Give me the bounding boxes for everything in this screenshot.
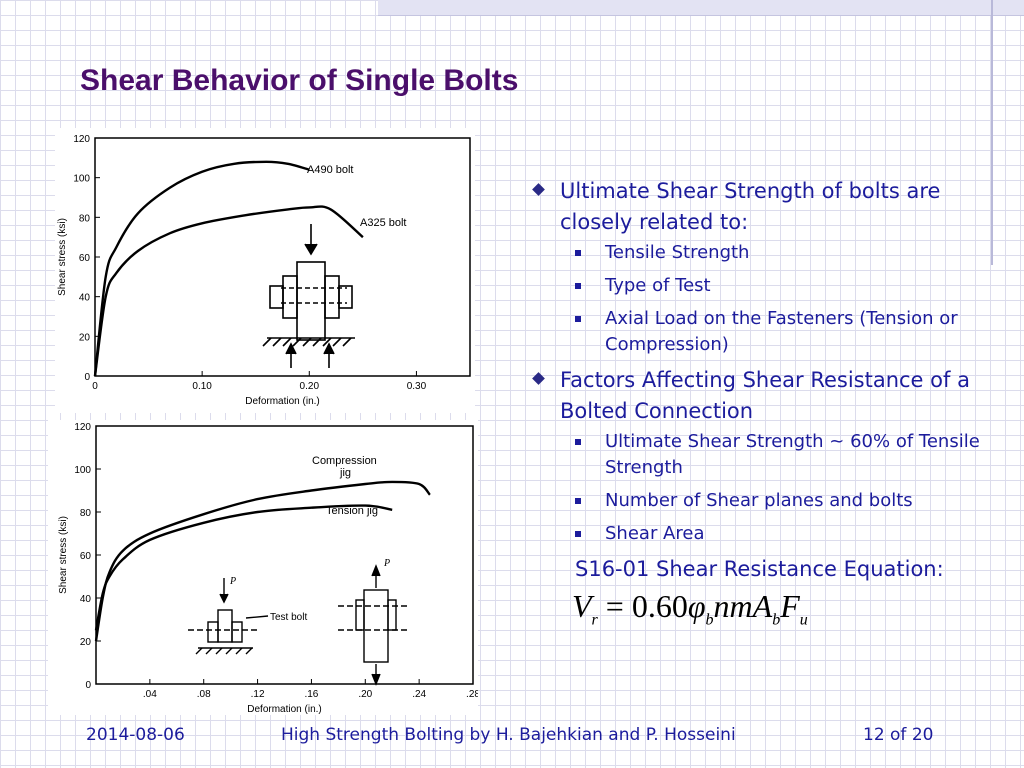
square-bullet-icon — [575, 250, 581, 256]
y-tick-label: 0 — [85, 680, 91, 691]
square-bullet-icon — [575, 498, 581, 504]
bullet-text: Ultimate Shear Strength of bolts are clo… — [560, 179, 941, 234]
chart-jig-types: Compression jig Tension jig Test bolt P … — [48, 420, 478, 715]
y-tick-label: 80 — [80, 508, 92, 519]
annotation-p-right: P — [383, 558, 390, 569]
y-tick-label: 100 — [73, 174, 90, 185]
plot-frame — [94, 137, 471, 377]
decorative-rule — [991, 0, 993, 265]
bolt-test-diagram — [262, 224, 355, 368]
bullet-l2-2-3: Shear Area — [520, 521, 990, 547]
header-band — [378, 0, 1024, 16]
footer-title: High Strength Bolting by H. Bajehkian an… — [281, 725, 736, 745]
eq-f: F — [780, 588, 800, 624]
x-tick-label: .16 — [304, 689, 318, 700]
x-axis-label: Deformation (in.) — [245, 396, 319, 407]
plot-frame — [95, 425, 474, 685]
y-tick-label: 80 — [79, 213, 91, 224]
y-axis-label: Shear stress (ksi) — [57, 218, 68, 296]
footer-date: 2014-08-06 — [86, 725, 185, 745]
bullet-text: Axial Load on the Fasteners (Tension or … — [605, 308, 958, 355]
bullet-text: Tensile Strength — [605, 242, 750, 263]
chart-svg-1: A490 bolt A325 bolt 0 20 40 60 80 100 120 0 0.10… — [57, 134, 471, 407]
x-axis-label: Deformation (in.) — [247, 704, 321, 715]
y-axis-label: Shear stress (ksi) — [58, 516, 69, 594]
y-tick-label: 120 — [73, 134, 90, 145]
eq-phi-sub: b — [705, 611, 714, 629]
annotation-p-left: P — [229, 576, 236, 587]
square-bullet-icon — [575, 439, 581, 445]
bullet-l1-2: Factors Affecting Shear Resistance of a … — [520, 365, 990, 427]
diamond-bullet-icon — [532, 183, 545, 196]
bullet-l2-2-1: Ultimate Shear Strength ~ 60% of Tensile… — [520, 429, 990, 481]
bullet-l1-1: Ultimate Shear Strength of bolts are clo… — [520, 176, 990, 238]
x-tick-label: 0.10 — [192, 381, 212, 392]
annotation-a325: A325 bolt — [360, 217, 406, 229]
bullet-text: Number of Shear planes and bolts — [605, 490, 913, 511]
bullet-list: Ultimate Shear Strength of bolts are clo… — [520, 176, 990, 629]
y-tick-label: 40 — [79, 293, 91, 304]
x-tick-label: .20 — [358, 689, 372, 700]
annotation-jig: jig — [339, 467, 351, 479]
y-tick-label: 0 — [84, 372, 90, 383]
y-tick-label: 20 — [80, 637, 92, 648]
eq-f-sub: u — [799, 611, 808, 629]
shear-equation: Vr = 0.60φbnmAbFu — [520, 588, 990, 629]
eq-nma: nmA — [713, 588, 773, 624]
x-tick-label: 0.20 — [300, 381, 320, 392]
eq-v: V — [572, 588, 592, 624]
diamond-bullet-icon — [532, 372, 545, 385]
bullet-l2-1-1: Tensile Strength — [520, 240, 990, 266]
square-bullet-icon — [575, 316, 581, 322]
jig-diagram — [188, 564, 410, 686]
eq-equals: = — [605, 588, 624, 624]
y-tick-label: 40 — [80, 594, 92, 605]
series-line-0 — [93, 160, 310, 377]
annotation-tension-jig: Tension jig — [326, 505, 378, 517]
y-tick-label: 20 — [79, 332, 91, 343]
y-tick-label: 100 — [74, 465, 91, 476]
eq-coef: 0.60 — [631, 588, 688, 624]
square-bullet-icon — [575, 283, 581, 289]
annotation-test-bolt: Test bolt — [270, 612, 307, 623]
x-tick-label: .04 — [143, 689, 157, 700]
x-tick-label: .12 — [251, 689, 265, 700]
bullet-text: Shear Area — [605, 523, 705, 544]
series-line-1 — [93, 205, 364, 377]
eq-phi: φ — [687, 588, 706, 624]
eq-a-sub: b — [772, 611, 781, 629]
x-tick-label: 0 — [92, 381, 98, 392]
slide-title: Shear Behavior of Single Bolts — [80, 64, 519, 97]
eq-r: r — [591, 611, 598, 629]
y-tick-label: 60 — [79, 253, 91, 264]
x-tick-label: .08 — [197, 689, 211, 700]
annotation-a490: A490 bolt — [307, 164, 353, 176]
annotation-compression: Compression — [312, 455, 377, 467]
bullet-l2-2-2: Number of Shear planes and bolts — [520, 488, 990, 514]
bullet-text: Ultimate Shear Strength ~ 60% of Tensile… — [605, 431, 980, 478]
square-bullet-icon — [575, 531, 581, 537]
x-tick-label: .24 — [412, 689, 426, 700]
chart-bolt-types: A490 bolt A325 bolt 0 20 40 60 80 100 120 0 0.10… — [55, 128, 475, 413]
equation-label: S16-01 Shear Resistance Equation: — [575, 557, 944, 581]
bullet-l2-1-2: Type of Test — [520, 273, 990, 299]
bullet-text: Type of Test — [605, 275, 711, 296]
x-tick-label: 0.30 — [407, 381, 427, 392]
chart-svg-2: Compression jig Tension jig Test bolt P … — [58, 422, 478, 715]
y-tick-label: 120 — [74, 422, 91, 433]
bullet-l2-1-3: Axial Load on the Fasteners (Tension or … — [520, 306, 990, 358]
series-line-1 — [94, 504, 393, 631]
y-tick-label: 60 — [80, 551, 92, 562]
series-line-0 — [94, 480, 431, 642]
footer-page-number: 12 of 20 — [863, 725, 934, 745]
bullet-text: Factors Affecting Shear Resistance of a … — [560, 368, 970, 423]
x-tick-label: .28 — [466, 689, 478, 700]
